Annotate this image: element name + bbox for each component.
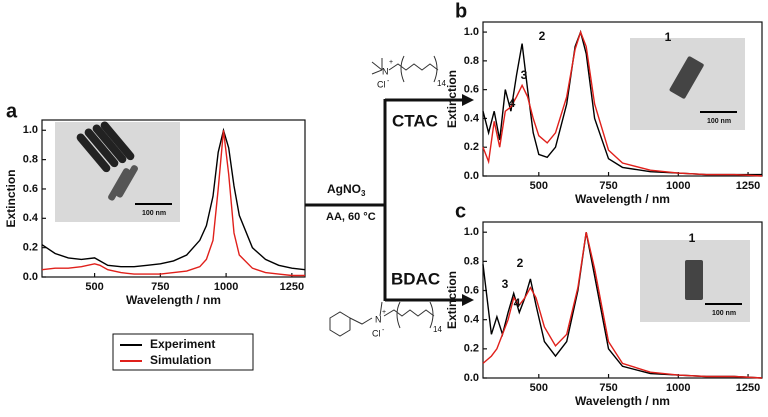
ctac-structure: N + Cl - 14: [371, 55, 446, 89]
y-tick-label: 0.0: [464, 170, 479, 182]
nanorod: [108, 168, 130, 201]
atom-label: N: [382, 66, 389, 76]
y-tick-label: 0.4: [464, 112, 480, 124]
nanorod: [84, 128, 119, 168]
plot-frame: [41, 119, 306, 278]
surfactant-label: BDAC: [391, 269, 440, 288]
benzene-ring: [329, 311, 351, 337]
x-tick-label: 500: [530, 180, 548, 192]
x-axis-label: Wavelength / nm: [126, 293, 221, 307]
y-tick-label: 0.0: [23, 271, 38, 283]
arrow-head: [462, 94, 474, 106]
surfactant-label: CTAC: [392, 111, 438, 130]
peak-label: 2: [517, 256, 524, 270]
x-axis-label: Wavelength / nm: [575, 394, 670, 408]
plot-frame: [482, 221, 763, 379]
scale-label: 100 nm: [142, 210, 166, 217]
data-line: [482, 30, 763, 177]
y-tick-label: 0.6: [464, 84, 479, 96]
chain-count: 14: [437, 79, 446, 88]
nanorod: [685, 260, 703, 300]
reagent-text: AgNO: [327, 182, 361, 196]
charge-label: +: [382, 309, 386, 316]
panel-label: c: [455, 200, 466, 222]
y-tick-label: 0.4: [23, 212, 39, 224]
data-line: [41, 130, 305, 277]
y-axis-label: Extinction: [445, 70, 459, 128]
atom-label: Cl: [372, 328, 381, 338]
data-line: [482, 232, 763, 379]
y-tick-label: 1.0: [464, 26, 479, 38]
x-tick-label: 1250: [736, 382, 760, 394]
data-line: [41, 127, 306, 271]
x-tick-label: 1000: [666, 180, 690, 192]
bonds: [349, 301, 435, 329]
peak-label: 3: [521, 68, 528, 82]
x-tick-label: 1250: [736, 180, 760, 192]
x-tick-label: 750: [599, 382, 617, 394]
x-tick-label: 1250: [280, 281, 304, 293]
x-axis-label: Wavelength / nm: [575, 192, 670, 206]
y-tick-label: 0.8: [23, 154, 38, 166]
y-tick-label: 0.8: [464, 55, 479, 67]
peak-label: 1: [665, 30, 672, 44]
y-tick-label: 0.0: [464, 372, 479, 384]
charge-label: +: [389, 59, 393, 66]
y-tick-label: 0.2: [23, 242, 38, 254]
y-axis-label: Extinction: [4, 169, 18, 227]
y-tick-label: 0.8: [464, 255, 479, 267]
x-tick-label: 750: [599, 180, 617, 192]
panel-label: b: [455, 0, 467, 22]
data-line: [482, 232, 763, 379]
y-tick-label: 0.6: [464, 284, 479, 296]
nanorod: [76, 133, 111, 173]
peak-label: 4: [514, 296, 521, 310]
scale-label: 100 nm: [712, 310, 736, 317]
charge-label: -: [387, 78, 390, 85]
reagent: AgNO3: [327, 182, 366, 198]
atom-label: N: [375, 314, 382, 324]
charge-label: -: [382, 327, 385, 334]
x-tick-label: 500: [530, 382, 548, 394]
peak-label: 4: [509, 96, 516, 110]
chain-count: 14: [433, 325, 442, 334]
atom-label: Cl: [377, 79, 386, 89]
x-tick-label: 750: [151, 281, 169, 293]
x-tick-label: 1000: [666, 382, 690, 394]
data-line: [482, 29, 762, 176]
peak-label: 2: [539, 29, 546, 43]
bdac-structure: N + Cl - 14: [329, 301, 442, 338]
y-tick-label: 0.2: [464, 343, 479, 355]
reagent-subscript: 3: [361, 189, 366, 198]
peak-label: 1: [689, 231, 696, 245]
bonds: [371, 55, 439, 83]
panel-label: a: [6, 100, 18, 122]
reaction-scheme: AgNO3 AA, 60 °C CTAC BDAC N + Cl - 14 N …: [305, 55, 474, 338]
nanorod: [92, 124, 127, 164]
nanorod: [116, 165, 138, 198]
y-tick-label: 0.4: [464, 314, 480, 326]
scale-label: 100 nm: [707, 118, 731, 125]
plot-frame: [482, 21, 763, 177]
y-tick-label: 0.6: [23, 183, 38, 195]
y-tick-label: 0.2: [464, 141, 479, 153]
x-tick-label: 500: [85, 281, 103, 293]
y-tick-label: 1.0: [464, 226, 479, 238]
x-tick-label: 1000: [214, 281, 238, 293]
conditions: AA, 60 °C: [326, 211, 376, 223]
peak-label: 3: [502, 277, 509, 291]
legend-label: Simulation: [150, 353, 211, 367]
arrow-head: [462, 294, 474, 306]
nanorod: [669, 56, 704, 99]
legend-frame: [112, 333, 254, 371]
y-axis-label: Extinction: [445, 271, 459, 329]
y-tick-label: 1.0: [23, 124, 38, 136]
legend-label: Experiment: [150, 337, 215, 351]
nanorod: [100, 121, 135, 161]
